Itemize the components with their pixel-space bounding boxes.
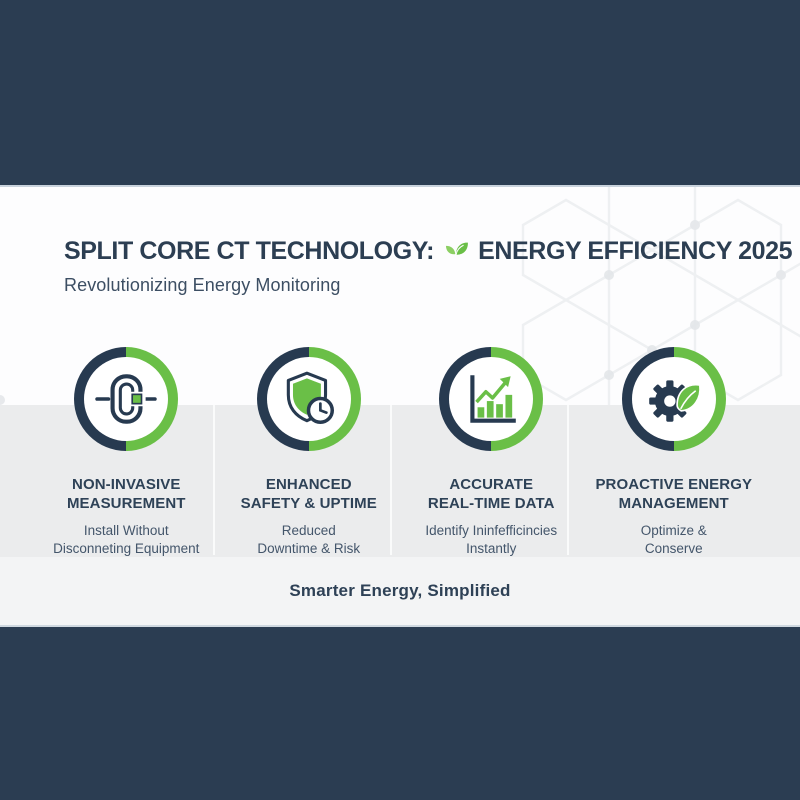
tagline-band: Smarter Energy, Simplified bbox=[0, 557, 800, 625]
tagline-text: Smarter Energy, Simplified bbox=[289, 581, 511, 600]
feature-description: Install Without Disconneting Equipment bbox=[53, 523, 200, 556]
feature-description: Optimize & Conserve bbox=[640, 523, 707, 556]
title-left-text: SPLIT CORE CT TECHNOLOGY: bbox=[64, 237, 435, 265]
ring-inner bbox=[631, 357, 716, 441]
feature-real-time-data: ACCURATE REAL-TIME DATA Identify Ininfef… bbox=[400, 347, 583, 558]
page-subtitle: Revolutionizing Energy Monitoring bbox=[64, 275, 341, 295]
gear-leaf-icon bbox=[648, 380, 701, 422]
feature-columns: NON-INVASIVE MEASUREMENT Install Without… bbox=[35, 347, 765, 558]
feature-title: PROACTIVE ENERGY MANAGEMENT bbox=[595, 476, 753, 512]
feature-ring bbox=[256, 347, 361, 451]
feature-ring bbox=[439, 347, 544, 451]
bottom-banner bbox=[0, 625, 800, 800]
column-divider bbox=[567, 405, 569, 555]
feature-title: ENHANCED SAFETY & UPTIME bbox=[240, 476, 377, 512]
column-divider bbox=[390, 405, 392, 555]
ring-inner bbox=[449, 357, 534, 441]
split-core-clamp-icon bbox=[95, 374, 157, 424]
title-right-text: ENERGY EFFICIENCY 2025 bbox=[478, 237, 793, 265]
feature-title: NON-INVASIVE MEASUREMENT bbox=[66, 476, 186, 512]
column-divider bbox=[213, 405, 215, 555]
feature-energy-management: PROACTIVE ENERGY MANAGEMENT Optimize & C… bbox=[583, 347, 766, 558]
content-area: SPLIT CORE CT TECHNOLOGY: ENERGY EFFICIE… bbox=[0, 187, 800, 625]
feature-description: Identify Ininfefficincies Instantly bbox=[425, 523, 558, 556]
growth-chart-icon bbox=[470, 375, 517, 423]
page-title: SPLIT CORE CT TECHNOLOGY: ENERGY EFFICIE… bbox=[64, 237, 793, 266]
feature-ring bbox=[621, 347, 726, 451]
feature-description: Reduced Downtime & Risk bbox=[257, 523, 361, 556]
leaf-sprout-icon bbox=[441, 238, 471, 266]
feature-non-invasive: NON-INVASIVE MEASUREMENT Install Without… bbox=[35, 347, 218, 558]
feature-safety-uptime: ENHANCED SAFETY & UPTIME Reduced Downtim… bbox=[218, 347, 401, 558]
header: SPLIT CORE CT TECHNOLOGY: ENERGY EFFICIE… bbox=[64, 237, 793, 296]
ring-inner bbox=[84, 357, 169, 441]
top-banner bbox=[0, 0, 800, 187]
ring-inner bbox=[266, 357, 351, 441]
feature-ring bbox=[74, 347, 179, 451]
shield-clock-icon bbox=[286, 371, 334, 425]
feature-title: ACCURATE REAL-TIME DATA bbox=[427, 476, 555, 512]
